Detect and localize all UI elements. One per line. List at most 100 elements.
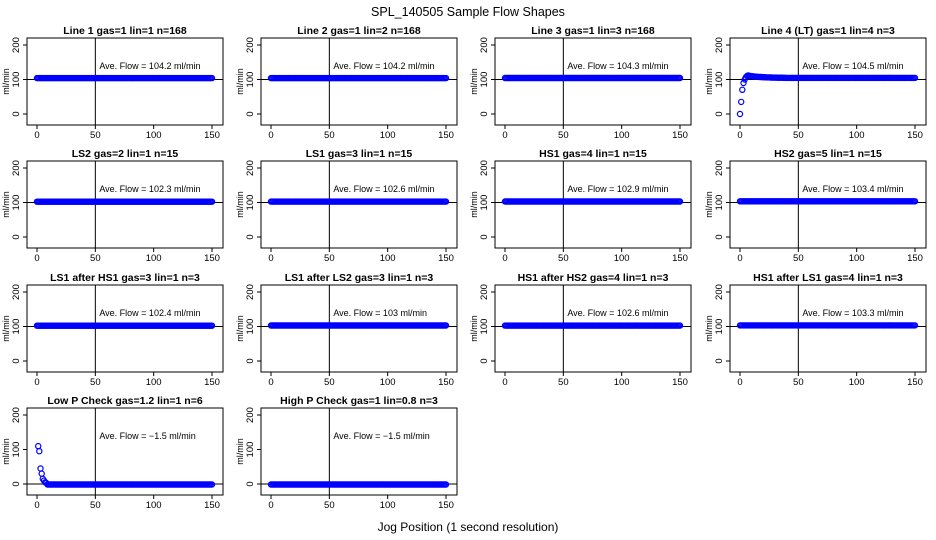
y-axis-label: ml/min bbox=[469, 315, 479, 342]
y-tick-label: 200 bbox=[11, 407, 22, 423]
data-series bbox=[501, 74, 684, 82]
chart-panel-6: LS1 gas=3 lin=1 n=15 0 50 100 150 0 100 200 ml/m… bbox=[235, 148, 458, 264]
y-tick-label: 0 bbox=[245, 358, 256, 363]
y-tick-label: 0 bbox=[479, 111, 490, 116]
plot-frame bbox=[260, 284, 458, 373]
x-tick-label: 100 bbox=[380, 377, 396, 388]
y-tick-label: 100 bbox=[245, 195, 256, 211]
y-tick-label: 200 bbox=[479, 160, 490, 176]
y-tick-label: 0 bbox=[11, 358, 22, 363]
data-point bbox=[911, 322, 919, 329]
figure-title: SPL_140505 Sample Flow Shapes bbox=[371, 5, 565, 19]
x-tick-label: 100 bbox=[849, 130, 865, 141]
panel-title: HS1 after LS1 gas=4 lin=1 n=3 bbox=[753, 272, 903, 284]
average-flow-annotation: Ave. Flow = 102.6 ml/min bbox=[333, 184, 434, 194]
chart-panel-4: Line 4 (LT) gas=1 lin=4 n=3 0 50 100 150 0 100… bbox=[704, 25, 927, 141]
y-axis-label: ml/min bbox=[235, 438, 245, 465]
panel-title: HS1 gas=4 lin=1 n=15 bbox=[539, 148, 647, 160]
chart-panel-1: Line 1 gas=1 lin=1 n=168 0 50 100 150 0 100 200… bbox=[1, 25, 224, 141]
x-tick-label: 50 bbox=[324, 253, 335, 264]
x-tick-label: 0 bbox=[737, 130, 742, 141]
data-point bbox=[36, 448, 43, 455]
x-tick-label: 50 bbox=[90, 130, 101, 141]
x-tick-label: 50 bbox=[90, 377, 101, 388]
chart-panel-13: Low P Check gas=1.2 lin=1 n=6 0 50 100 150 0 1… bbox=[1, 395, 224, 511]
average-flow-annotation: Ave. Flow = 104.5 ml/min bbox=[802, 61, 903, 71]
panel-title: LS1 after HS1 gas=3 lin=1 n=3 bbox=[50, 272, 200, 284]
x-tick-label: 150 bbox=[204, 130, 220, 141]
plot-frame bbox=[26, 160, 224, 249]
y-tick-label: 100 bbox=[11, 442, 22, 458]
y-tick-label: 200 bbox=[11, 284, 22, 300]
y-tick-label: 100 bbox=[714, 195, 725, 211]
y-axis-label: ml/min bbox=[1, 191, 11, 218]
x-tick-label: 0 bbox=[34, 377, 39, 388]
x-tick-label: 100 bbox=[146, 500, 162, 511]
chart-panel-12: HS1 after LS1 gas=4 lin=1 n=3 0 50 100 150 0 1… bbox=[704, 272, 927, 388]
data-point bbox=[739, 86, 746, 94]
x-tick-label: 150 bbox=[204, 377, 220, 388]
x-tick-label: 0 bbox=[737, 377, 742, 388]
y-tick-label: 0 bbox=[245, 481, 256, 486]
average-flow-annotation: Ave. Flow = −1.5 ml/min bbox=[99, 431, 195, 441]
chart-panel-14: High P Check gas=1 lin=0.8 n=3 0 50 100 150 0… bbox=[235, 395, 458, 511]
plot-frame bbox=[494, 37, 692, 126]
data-point bbox=[208, 198, 216, 205]
y-tick-label: 100 bbox=[245, 72, 256, 88]
y-axis-label: ml/min bbox=[1, 68, 11, 95]
y-axis-label: ml/min bbox=[704, 315, 714, 342]
average-flow-annotation: Ave. Flow = 104.2 ml/min bbox=[333, 61, 434, 71]
data-series bbox=[267, 198, 450, 205]
x-tick-label: 100 bbox=[146, 253, 162, 264]
x-tick-label: 0 bbox=[502, 130, 507, 141]
chart-panel-10: LS1 after LS2 gas=3 lin=1 n=3 0 50 100 150 0 1… bbox=[235, 272, 458, 388]
x-tick-label: 150 bbox=[438, 253, 454, 264]
x-tick-label: 150 bbox=[204, 500, 220, 511]
y-tick-label: 100 bbox=[245, 319, 256, 335]
x-tick-label: 0 bbox=[502, 253, 507, 264]
y-tick-label: 100 bbox=[245, 442, 256, 458]
chart-panel-8: HS2 gas=5 lin=1 n=15 0 50 100 150 0 100 200 ml/m… bbox=[704, 148, 927, 264]
y-tick-label: 0 bbox=[11, 111, 22, 116]
panel-title: Low P Check gas=1.2 lin=1 n=6 bbox=[47, 395, 202, 407]
y-tick-label: 200 bbox=[11, 37, 22, 53]
plot-frame bbox=[26, 37, 224, 126]
y-axis-label: ml/min bbox=[235, 191, 245, 218]
figure-x-axis-label: Jog Position (1 second resolution) bbox=[378, 520, 559, 534]
average-flow-annotation: Ave. Flow = 102.9 ml/min bbox=[567, 184, 668, 194]
x-tick-label: 50 bbox=[793, 377, 804, 388]
x-tick-label: 150 bbox=[672, 377, 688, 388]
y-axis-label: ml/min bbox=[469, 191, 479, 218]
data-point bbox=[740, 79, 747, 87]
average-flow-annotation: Ave. Flow = 102.6 ml/min bbox=[567, 308, 668, 318]
y-tick-label: 200 bbox=[245, 37, 256, 53]
data-series bbox=[736, 198, 919, 205]
chart-panel-7: HS1 gas=4 lin=1 n=15 0 50 100 150 0 100 200 ml/m… bbox=[469, 148, 692, 264]
y-tick-label: 100 bbox=[479, 195, 490, 211]
x-tick-label: 0 bbox=[34, 500, 39, 511]
plot-frame bbox=[494, 284, 692, 373]
panel-title: Line 4 (LT) gas=1 lin=4 n=3 bbox=[761, 25, 895, 37]
panel-title: HS2 gas=5 lin=1 n=15 bbox=[774, 148, 882, 160]
data-point bbox=[911, 198, 919, 205]
y-tick-label: 0 bbox=[11, 234, 22, 239]
data-series bbox=[33, 74, 216, 82]
x-tick-label: 0 bbox=[737, 253, 742, 264]
x-tick-label: 50 bbox=[324, 500, 335, 511]
y-tick-label: 100 bbox=[11, 319, 22, 335]
y-tick-label: 0 bbox=[479, 234, 490, 239]
data-point bbox=[442, 198, 450, 205]
data-series bbox=[267, 481, 450, 488]
panel-title: LS2 gas=2 lin=1 n=15 bbox=[72, 148, 179, 160]
x-tick-label: 0 bbox=[268, 500, 273, 511]
y-axis-label: ml/min bbox=[1, 438, 11, 465]
x-tick-label: 150 bbox=[907, 130, 923, 141]
data-series bbox=[501, 322, 684, 329]
x-tick-label: 100 bbox=[849, 253, 865, 264]
y-tick-label: 200 bbox=[714, 37, 725, 53]
y-tick-label: 0 bbox=[479, 358, 490, 363]
x-tick-label: 50 bbox=[558, 377, 569, 388]
data-point bbox=[208, 322, 216, 329]
plot-frame bbox=[26, 284, 224, 373]
